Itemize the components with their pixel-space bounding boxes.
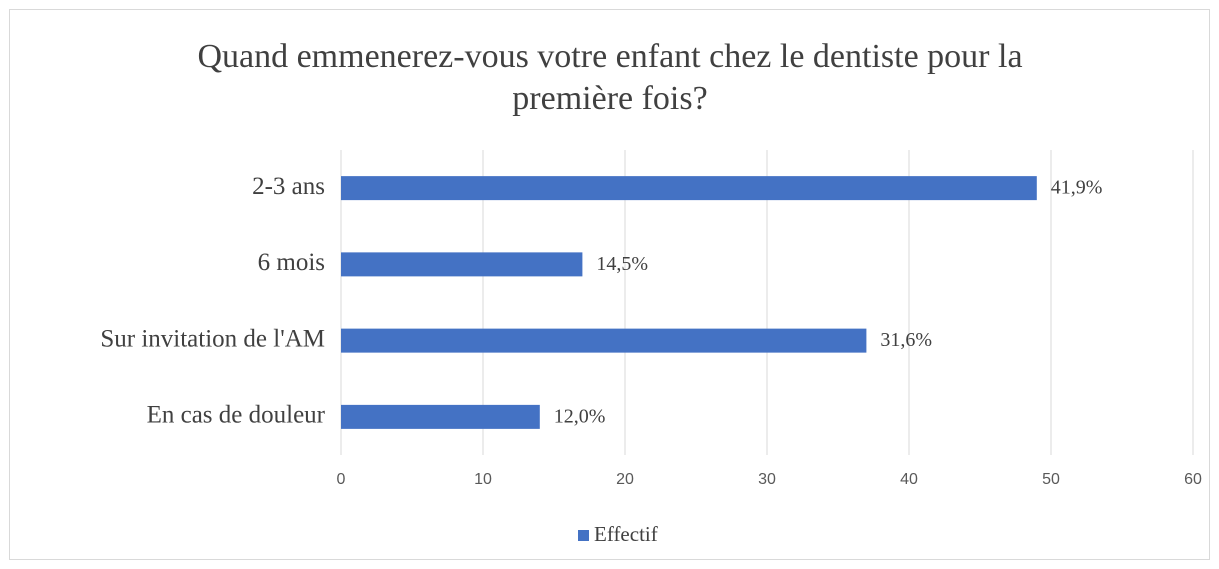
x-tick-label: 40 [900, 471, 918, 488]
x-tick-label: 60 [1184, 471, 1202, 488]
bar [341, 404, 540, 429]
chart-border [9, 9, 1210, 560]
y-tick-label: Sur invitation de l'AM [100, 325, 325, 352]
legend-label: Effectif [594, 522, 658, 546]
y-tick-label: 2-3 ans [252, 173, 325, 200]
data-label: 12,0% [554, 405, 606, 427]
bar [341, 328, 867, 353]
x-tick-label: 50 [1042, 471, 1060, 488]
data-label: 14,5% [596, 253, 648, 275]
bar [341, 252, 583, 277]
legend-swatch [578, 530, 589, 541]
x-tick-label: 20 [616, 471, 634, 488]
data-label: 31,6% [880, 329, 932, 351]
x-tick-label: 0 [337, 471, 346, 488]
chart-title: Quand emmenerez-vous votre enfant chez l… [197, 38, 1023, 117]
data-label: 41,9% [1051, 177, 1103, 199]
y-tick-label: 6 mois [258, 249, 325, 276]
x-tick-label: 30 [758, 471, 776, 488]
x-tick-label: 10 [474, 471, 492, 488]
bar [341, 176, 1037, 201]
y-tick-label: En cas de douleur [147, 402, 326, 429]
